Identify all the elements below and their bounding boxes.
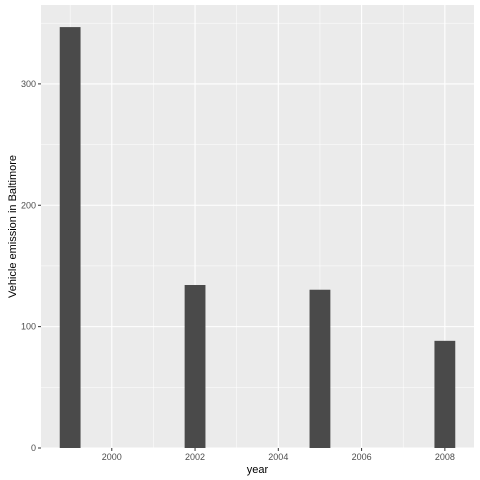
x-tick-label: 2006 <box>352 452 372 462</box>
x-tick-label: 2002 <box>185 452 205 462</box>
x-tick-label: 2000 <box>102 452 122 462</box>
x-axis-ticks: 2000 2002 2004 2006 2008 <box>102 448 455 462</box>
y-tick-label: 200 <box>21 200 36 210</box>
y-tick-label: 0 <box>31 443 36 453</box>
bars <box>59 27 456 448</box>
y-axis-title: Vehicle emission in Baltimore <box>7 155 19 298</box>
plot-panel <box>41 5 474 448</box>
x-tick-label: 2008 <box>435 452 455 462</box>
bar <box>184 285 206 448</box>
bar <box>434 340 456 448</box>
y-tick-label: 100 <box>21 322 36 332</box>
y-axis-ticks: 0 100 200 300 <box>21 79 41 453</box>
x-axis-title: year <box>247 464 269 476</box>
y-tick-label: 300 <box>21 79 36 89</box>
bar <box>309 289 331 448</box>
x-tick-label: 2004 <box>268 452 288 462</box>
bar <box>59 27 81 448</box>
